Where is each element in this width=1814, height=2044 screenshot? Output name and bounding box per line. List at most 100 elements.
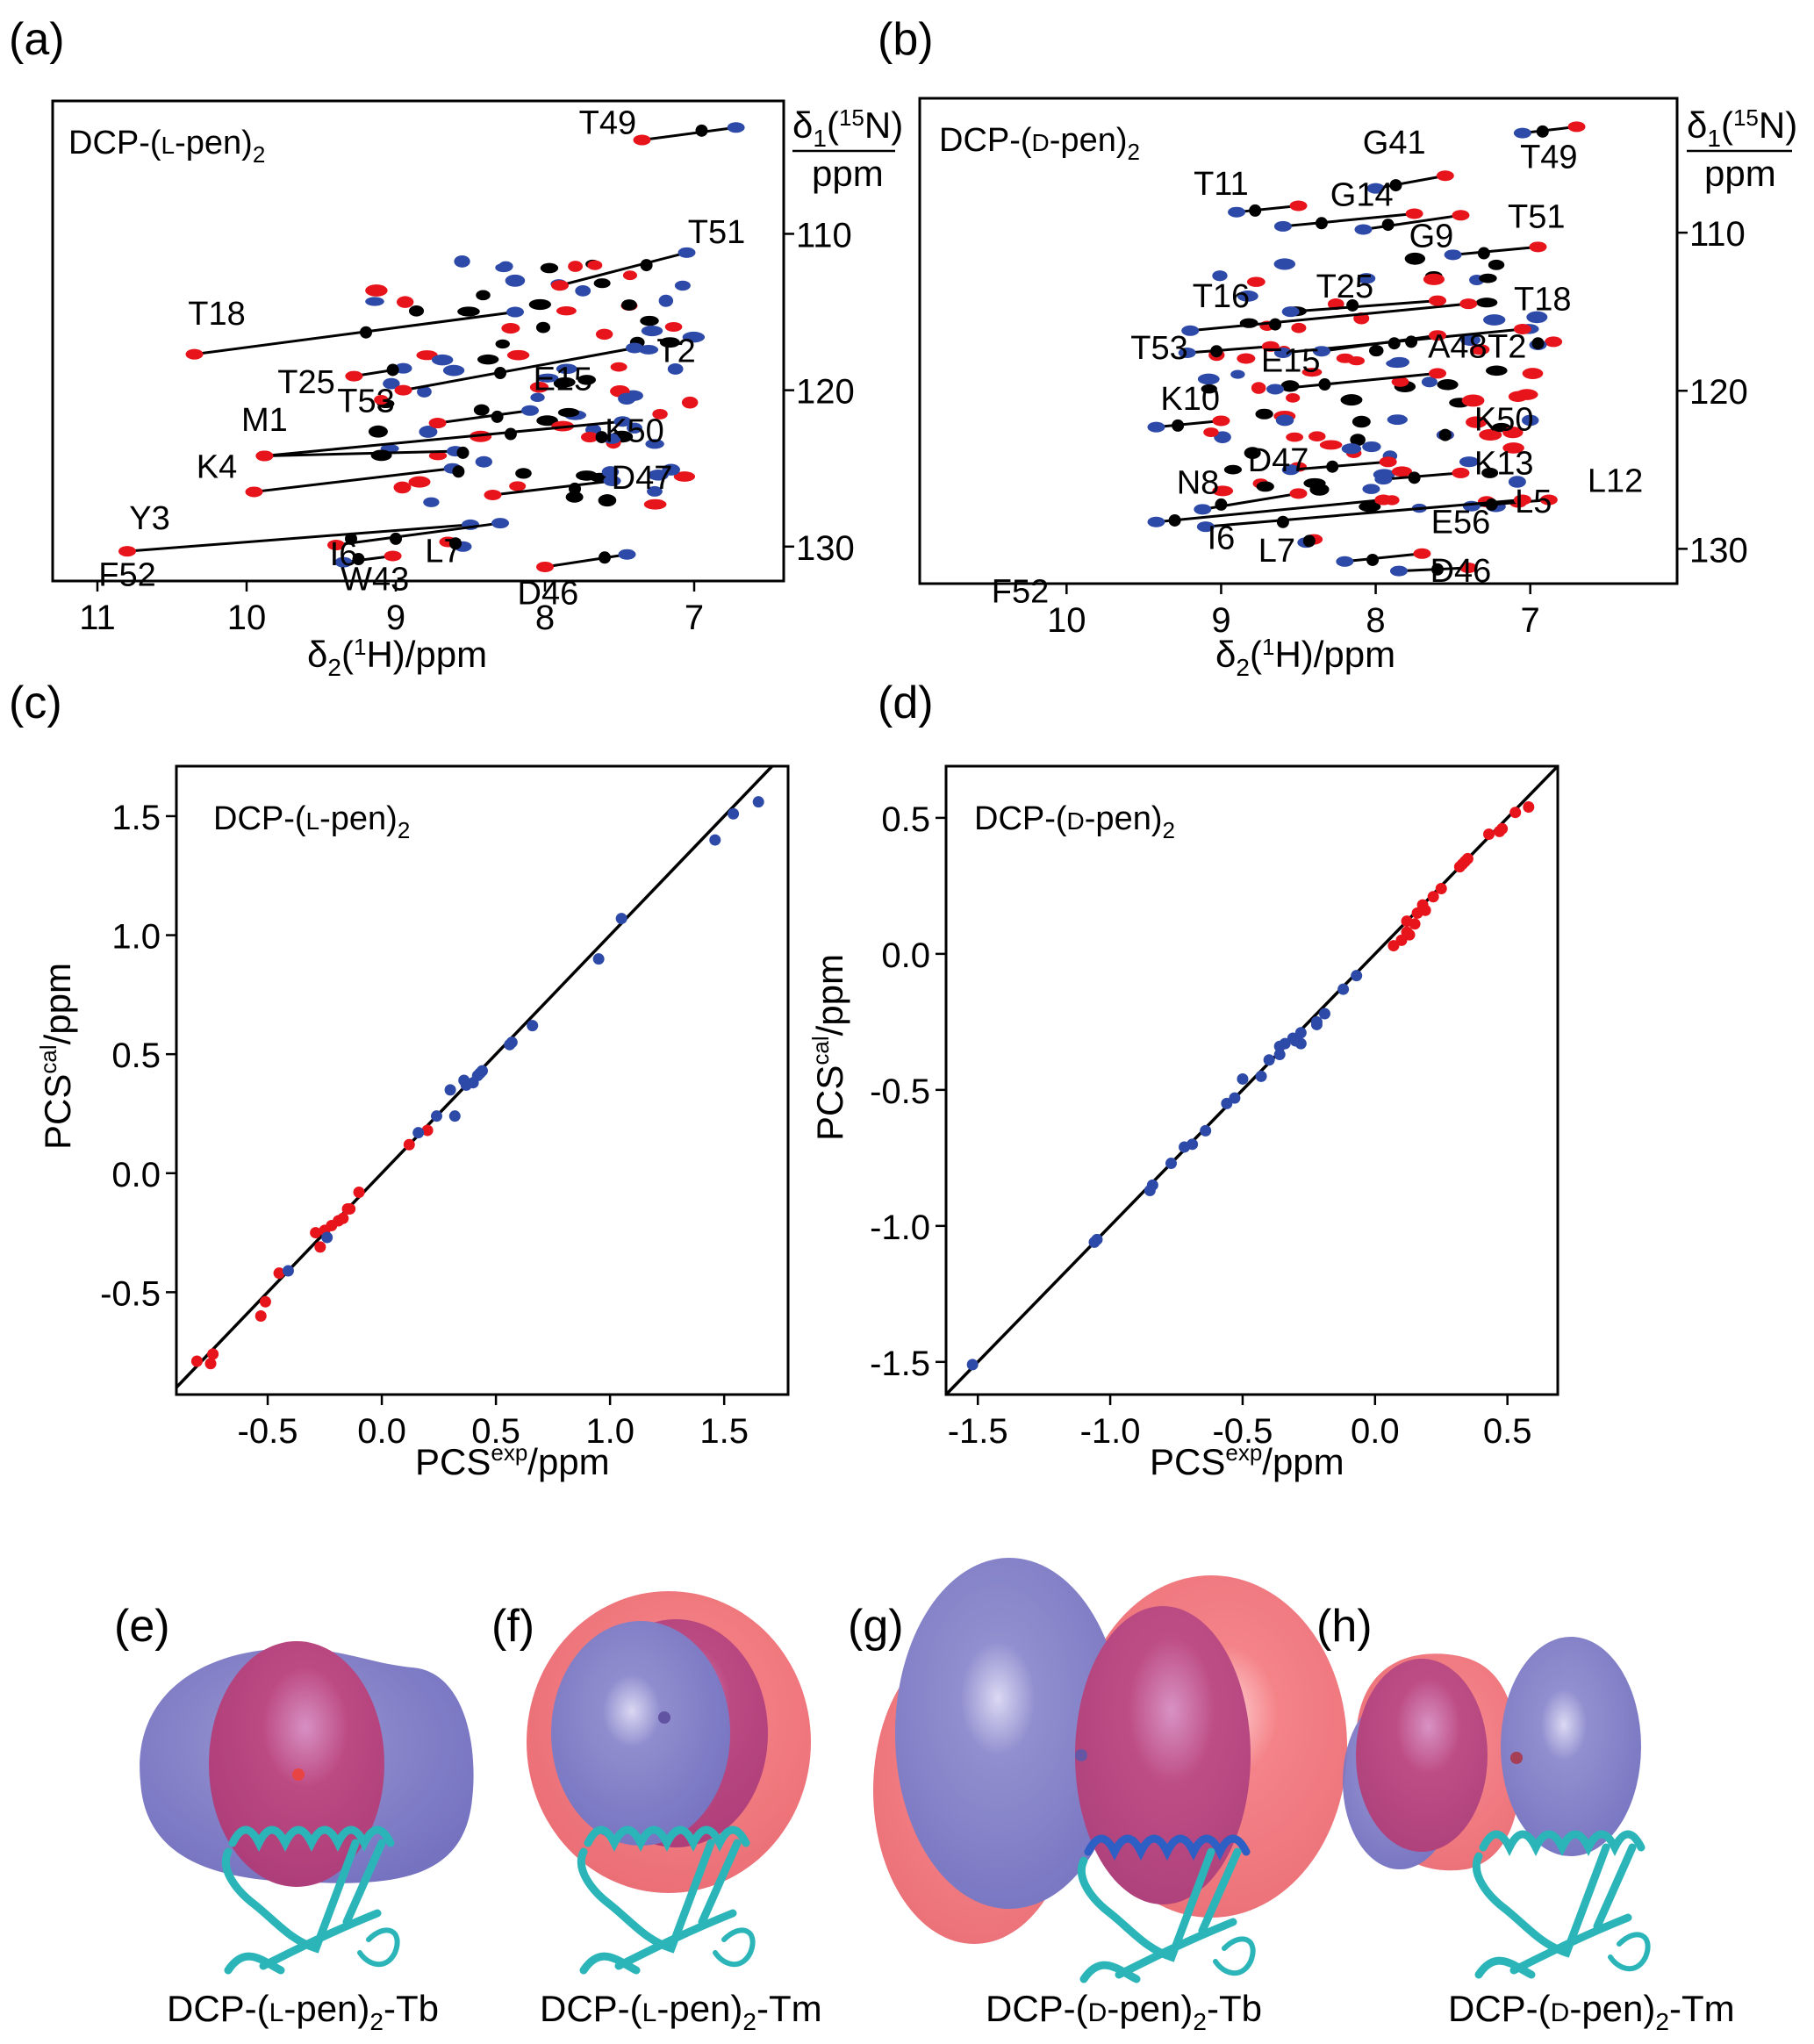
peak-tb [1366,183,1385,194]
data-point [1435,882,1447,894]
background-peak [473,404,490,416]
background-peak [442,364,465,377]
background-peak [681,396,699,409]
data-point [1279,1037,1291,1050]
panel-e: (e) DCP-(L-pen)2-Tb [114,1601,474,2035]
data-point [444,1084,456,1096]
y-tick-label: -0.5 [870,1072,930,1111]
y-axis-title-a: δ1(15N) ppm [792,104,903,194]
peak-assignment-t16 [1181,298,1478,336]
peak-label: K10 [1160,381,1220,418]
panel-letter-e: (e) [114,1601,170,1652]
data-point [412,1127,425,1139]
assignment-line [1282,212,1415,228]
assignment-line [1375,174,1446,190]
peak-diamagnetic [1315,217,1328,230]
peak-tb [1181,325,1200,336]
x-tick-label: 8 [535,599,555,637]
background-peak [557,407,580,418]
peak-label: I6 [1208,520,1236,556]
panel-letter-d: (d) [878,678,934,728]
data-point [1409,918,1421,930]
peak-label: N8 [1177,464,1220,501]
y-tick-label: -0.5 [100,1274,161,1313]
background-peak [1230,369,1245,379]
peak-tm [255,450,274,462]
assignment-line [559,251,687,287]
peak-diamagnetic [449,537,462,550]
data-point [259,1295,271,1308]
data-point [421,1124,434,1137]
peak-assignment-k13 [1374,467,1470,485]
background-peak [645,439,664,449]
assignment-line [492,479,613,497]
peak-tb [603,475,621,486]
data-point [1200,1124,1212,1137]
peak-tm [1405,208,1423,219]
protein-cartoon-f [577,1825,756,1975]
background-peak [419,426,438,438]
background-peak [536,415,558,427]
background-peak [556,306,577,316]
peak-tb [678,247,696,258]
data-point [255,1310,267,1322]
data-point [1294,1027,1307,1039]
background-peak [622,270,637,281]
panel-letter-h: (h) [1316,1601,1373,1652]
background-peak [1286,432,1304,442]
x-tick-label: 1.5 [699,1412,749,1451]
data-point [527,1020,539,1032]
y-tick-label: 0.0 [881,936,930,975]
peak-tm [1289,200,1308,212]
background-peak [1309,431,1326,442]
background-peak [1470,344,1490,355]
peak-diamagnetic [1477,247,1490,260]
assignment-line [1236,204,1299,214]
background-peak [627,422,642,434]
y-tick-label: 110 [796,216,852,255]
background-peak [1526,311,1548,324]
background-peak [530,392,545,403]
peak-assignment-g41 [1366,170,1454,194]
assignment-line [264,449,456,457]
pcs-isosurface-g [873,1558,1347,1944]
peak-assignment-t49 [1513,121,1586,139]
peak-diamagnetic [1431,563,1445,576]
background-peak [1475,298,1498,308]
peak-label: T49 [579,104,636,141]
data-point [1091,1233,1103,1245]
assignment-line [1187,345,1271,355]
peak-assignment-t49 [633,122,745,146]
peak-diamagnetic [1269,318,1282,331]
axes-a: 11 10 9 8 7 110 120 130 [79,216,855,637]
peak-assignment-i6 [1196,494,1531,533]
assignment-line [97,595,234,606]
background-peak [365,297,384,306]
y-tick-label: -1.5 [870,1345,930,1383]
peak-label: G9 [1409,218,1454,255]
background-peak [1521,414,1539,427]
pcs-correlation-plot-c [175,764,774,1389]
y-tick-label: 1.0 [111,918,161,957]
background-peak [1223,464,1243,475]
data-point [477,1065,488,1077]
y-tick-label: -1.0 [870,1208,930,1247]
peak-assignment-l7 [439,536,472,552]
peak-assignment-k10 [1147,415,1230,433]
x-tick-label: 1.0 [585,1412,635,1451]
peak-label: M1 [241,402,288,439]
peak-tm [1429,368,1447,379]
protein-cartoon-e [221,1825,400,1975]
assignment-line [1290,299,1438,313]
background-peak [1350,434,1366,447]
pcs-isosurface-h [1343,1637,1641,1871]
background-peak [643,498,667,510]
data-point [615,913,627,925]
peak-label: E15 [534,362,593,398]
data-point [448,1110,461,1122]
peak-tm [327,540,345,551]
background-peak [495,262,513,273]
data-point [314,1241,326,1253]
